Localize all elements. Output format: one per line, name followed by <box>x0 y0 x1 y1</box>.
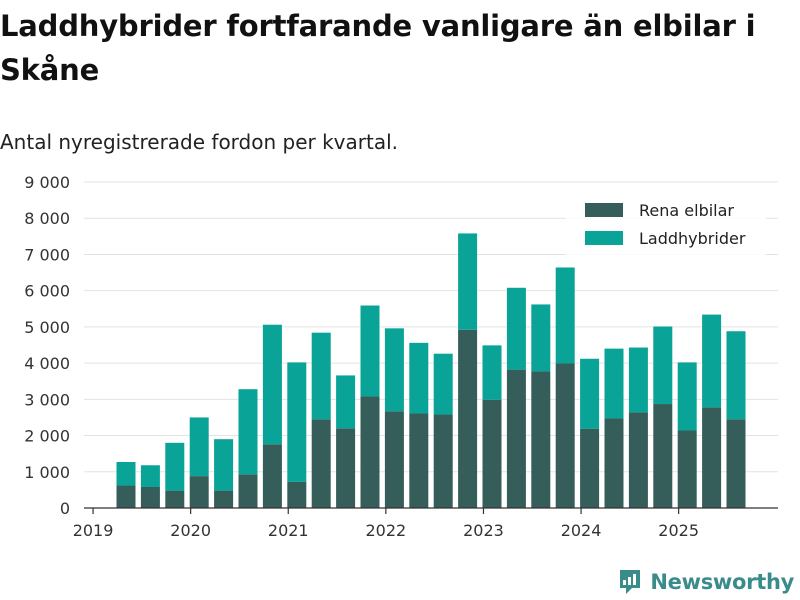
y-tick-label: 5 000 <box>24 318 70 337</box>
y-tick-label: 2 000 <box>24 427 70 446</box>
bar-laddhybrider <box>531 304 551 372</box>
bar-rena-elbilar <box>287 481 307 508</box>
bar-rena-elbilar <box>506 369 526 508</box>
bar-laddhybrider <box>726 331 746 420</box>
bar-laddhybrider <box>262 324 282 445</box>
bar-rena-elbilar <box>384 411 404 508</box>
y-tick-label: 7 000 <box>24 245 70 264</box>
legend-label-rena-elbilar: Rena elbilar <box>639 201 734 220</box>
axes: 0 1 000 2 000 3 000 4 000 5 000 6 000 7 000 8 00… <box>24 173 778 540</box>
bar-laddhybrider <box>360 305 380 397</box>
bar-laddhybrider <box>311 332 331 420</box>
bar-laddhybrider <box>140 465 160 487</box>
bar-rena-elbilar <box>311 419 331 508</box>
bar-laddhybrider <box>384 328 404 412</box>
bar-laddhybrider <box>482 345 502 400</box>
x-tick-label: 2025 <box>658 521 699 540</box>
bar-rena-elbilar <box>360 396 380 508</box>
bar-rena-elbilar <box>726 419 746 508</box>
legend-swatch-laddhybrider <box>585 231 623 245</box>
bar-laddhybrider <box>628 347 648 413</box>
bar-rena-elbilar <box>604 418 624 508</box>
bar-rena-elbilar <box>482 399 502 508</box>
bar-rena-elbilar <box>677 430 697 508</box>
bar-laddhybrider <box>580 358 600 429</box>
bars <box>116 233 746 508</box>
bar-rena-elbilar <box>702 407 722 508</box>
bar-rena-elbilar <box>189 476 209 508</box>
bar-laddhybrider <box>116 461 136 486</box>
bar-laddhybrider <box>702 314 722 408</box>
bar-rena-elbilar <box>653 404 673 508</box>
bar-rena-elbilar <box>214 490 234 508</box>
y-tick-label: 6 000 <box>24 282 70 301</box>
bar-laddhybrider <box>165 442 185 491</box>
x-tick-label: 2022 <box>366 521 407 540</box>
bar-rena-elbilar <box>409 413 429 508</box>
bar-rena-elbilar <box>580 428 600 508</box>
newsworthy-brand[interactable]: Newsworthy <box>618 568 794 596</box>
bar-laddhybrider <box>506 287 526 370</box>
newsworthy-logo-icon <box>620 570 641 594</box>
bar-laddhybrider <box>214 439 234 491</box>
bar-laddhybrider <box>653 326 673 405</box>
y-tick-label: 0 <box>60 499 70 518</box>
bar-laddhybrider <box>238 389 258 475</box>
bar-laddhybrider <box>189 417 209 477</box>
bar-laddhybrider <box>555 267 575 364</box>
bar-laddhybrider <box>677 362 697 431</box>
y-tick-label: 1 000 <box>24 463 70 482</box>
bar-laddhybrider <box>433 353 453 415</box>
bar-rena-elbilar <box>433 414 453 508</box>
bar-rena-elbilar <box>238 474 258 508</box>
y-tick-label: 8 000 <box>24 209 70 228</box>
legend: Rena elbilar Laddhybrider <box>566 194 766 260</box>
y-tick-label: 3 000 <box>24 390 70 409</box>
bar-rena-elbilar <box>140 486 160 508</box>
bar-rena-elbilar <box>458 329 478 508</box>
bar-laddhybrider <box>287 362 307 482</box>
legend-swatch-rena-elbilar <box>585 203 623 217</box>
legend-label-laddhybrider: Laddhybrider <box>639 229 746 248</box>
bar-rena-elbilar <box>555 363 575 508</box>
chart-subtitle: Antal nyregistrerade fordon per kvartal. <box>0 130 399 154</box>
bar-laddhybrider <box>409 342 429 414</box>
bar-rena-elbilar <box>531 371 551 508</box>
x-tick-label: 2024 <box>561 521 602 540</box>
x-tick-label: 2023 <box>463 521 504 540</box>
brand-name: Newsworthy <box>650 570 794 594</box>
bar-laddhybrider <box>604 348 624 419</box>
bar-rena-elbilar <box>165 490 185 508</box>
x-tick-label: 2021 <box>268 521 309 540</box>
y-tick-label: 4 000 <box>24 354 70 373</box>
x-tick-label: 2020 <box>170 521 211 540</box>
x-tick-label: 2019 <box>73 521 114 540</box>
chart-title: Laddhybrider fortfarande vanligare än el… <box>0 9 756 87</box>
bar-rena-elbilar <box>262 444 282 508</box>
bar-rena-elbilar <box>336 428 356 508</box>
bar-rena-elbilar <box>628 412 648 508</box>
bar-laddhybrider <box>336 375 356 429</box>
bar-laddhybrider <box>458 233 478 330</box>
bar-rena-elbilar <box>116 485 136 508</box>
y-tick-label: 9 000 <box>24 173 70 192</box>
